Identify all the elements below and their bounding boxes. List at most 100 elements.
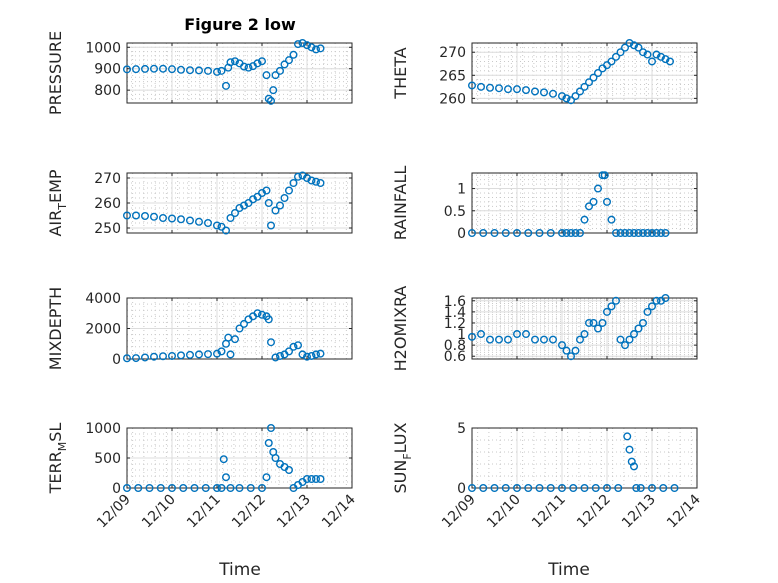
data-point (535, 484, 544, 493)
y-tick-label: 0 (112, 481, 121, 497)
data-point (607, 215, 616, 224)
y-tick-label: 4000 (85, 291, 121, 307)
data-point (634, 228, 643, 237)
data-point (149, 64, 158, 73)
y-axis-label-2: AIRTEMP (46, 169, 69, 236)
data-point (549, 89, 558, 98)
data-point (501, 484, 510, 493)
data-point (158, 213, 167, 222)
y-tick-label: 1.6 (444, 294, 466, 310)
data-point (221, 81, 230, 90)
data-point (149, 352, 158, 361)
data-point (271, 353, 280, 362)
data-point (246, 484, 255, 493)
data-point (477, 82, 486, 91)
data-point (201, 484, 210, 493)
data-point (267, 221, 276, 230)
panel-terr-msl: 0 500 1000 TERRMSL 12/09 12/10 12/11 12/12 12/13… (46, 421, 359, 531)
data-point (140, 353, 149, 362)
y-tick-label: 0.8 (444, 338, 466, 354)
data-point (504, 335, 513, 344)
y-tick-label: 265 (439, 68, 466, 84)
y-tick-label: 0.6 (444, 349, 466, 365)
data-point (264, 439, 273, 448)
data-point (630, 330, 639, 339)
data-point (616, 335, 625, 344)
data-point (131, 354, 140, 363)
y-tick-label: 800 (94, 83, 121, 99)
data-point (167, 484, 176, 493)
data-point (203, 350, 212, 359)
data-point (221, 473, 230, 482)
data-point (179, 484, 188, 493)
data-point (501, 228, 510, 237)
data-point (134, 484, 143, 493)
data-point (267, 96, 276, 105)
data-point (594, 68, 603, 77)
figure-title: Figure 2 low (184, 15, 296, 34)
data-point (312, 475, 321, 484)
data-point (258, 484, 267, 493)
data-point (316, 475, 325, 484)
data-point (549, 335, 558, 344)
data-point (468, 484, 477, 493)
data-point (226, 213, 235, 222)
data-point (212, 349, 221, 358)
data-point (657, 52, 666, 61)
data-point (616, 48, 625, 57)
data-point (224, 333, 233, 342)
data-point (235, 484, 244, 493)
y-tick-label: 900 (94, 62, 121, 78)
plot-frame (471, 427, 698, 489)
data-point (603, 197, 612, 206)
data-point (621, 228, 630, 237)
data-point (158, 64, 167, 73)
data-point (652, 50, 661, 59)
data-point (312, 45, 321, 54)
data-point (316, 349, 325, 358)
data-point (558, 341, 567, 350)
data-point (589, 318, 598, 327)
data-point (531, 87, 540, 96)
x-tick-label: 12/10 (139, 492, 179, 532)
data-point (616, 228, 625, 237)
data-point (271, 71, 280, 80)
data-point (600, 171, 609, 180)
data-point (226, 484, 235, 493)
data-point (276, 66, 285, 75)
y-axis-label-5: H2OMIXRA (391, 286, 410, 372)
data-point (185, 66, 194, 75)
data-point (580, 215, 589, 224)
data-point (531, 335, 540, 344)
data-point (562, 94, 571, 103)
data-point (294, 172, 303, 181)
data-point (661, 55, 670, 64)
data-point (659, 484, 668, 493)
y-axis-label-6: TERRMSL (46, 423, 69, 495)
data-point (262, 473, 271, 482)
y-tick-label: 0 (457, 481, 466, 497)
data-point (580, 484, 589, 493)
data-point (253, 59, 262, 68)
data-point (567, 352, 576, 361)
data-point (495, 335, 504, 344)
data-point (468, 81, 477, 90)
y-tick-label: 260 (439, 91, 466, 107)
data-point (661, 294, 670, 303)
data-point (634, 43, 643, 52)
data-point (156, 484, 165, 493)
data-point (212, 67, 221, 76)
y-tick-label: 500 (94, 451, 121, 467)
data-point (149, 212, 158, 221)
data-point (490, 228, 499, 237)
data-point (312, 350, 321, 359)
y-tick-label: 250 (94, 221, 121, 237)
data-point (612, 296, 621, 305)
data-point (176, 215, 185, 224)
data-point (217, 66, 226, 75)
data-point (276, 351, 285, 360)
data-point (294, 341, 303, 350)
x-tick-label: 12/14 (319, 491, 359, 531)
y-tick-label: 1.2 (444, 316, 466, 332)
data-point (212, 484, 221, 493)
